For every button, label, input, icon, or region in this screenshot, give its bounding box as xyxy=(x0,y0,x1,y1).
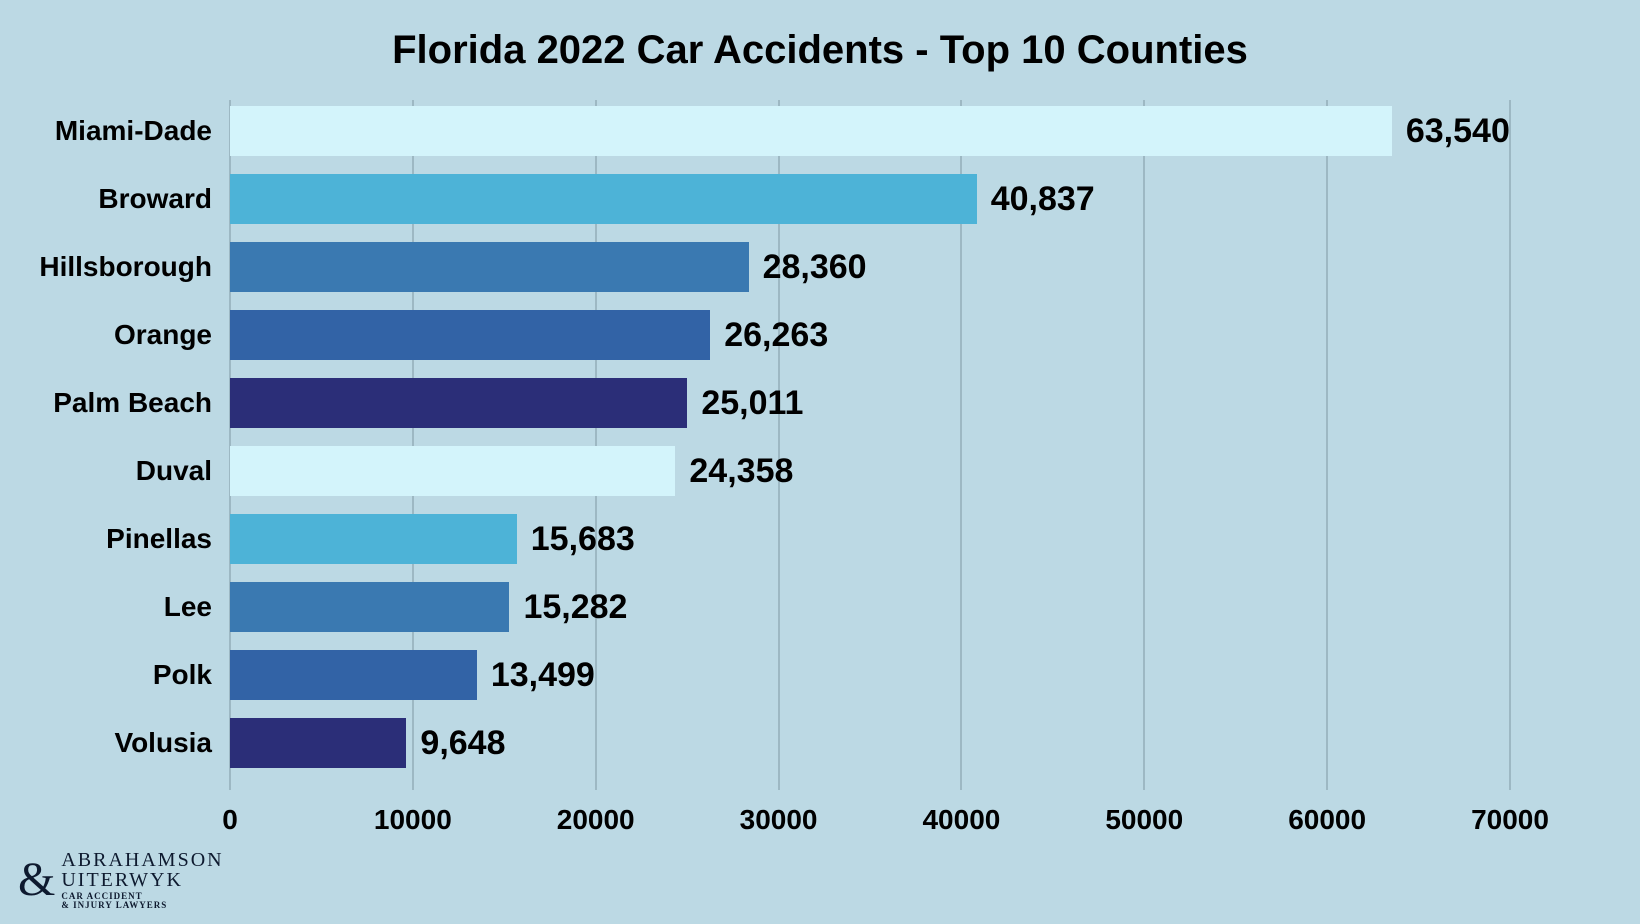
gridline xyxy=(1509,100,1511,790)
logo-line2: UITERWYK xyxy=(61,870,223,890)
x-tick-label: 20000 xyxy=(557,804,635,836)
value-label: 26,263 xyxy=(724,316,828,355)
logo-line1: ABRAHAMSON xyxy=(61,850,223,870)
category-label: Miami-Dade xyxy=(55,115,212,147)
x-tick-label: 50000 xyxy=(1105,804,1183,836)
value-label: 63,540 xyxy=(1406,112,1510,151)
category-label: Pinellas xyxy=(106,523,212,555)
category-label: Orange xyxy=(114,319,212,351)
bar xyxy=(230,242,749,292)
category-label: Broward xyxy=(98,183,212,215)
x-tick-label: 40000 xyxy=(922,804,1000,836)
x-tick-label: 0 xyxy=(222,804,238,836)
gridline xyxy=(1143,100,1145,790)
bar xyxy=(230,446,675,496)
value-label: 25,011 xyxy=(701,384,803,423)
value-label: 15,683 xyxy=(531,520,635,559)
value-label: 28,360 xyxy=(763,248,867,287)
bar xyxy=(230,310,710,360)
gridline xyxy=(1326,100,1328,790)
bar xyxy=(230,514,517,564)
x-tick-label: 60000 xyxy=(1288,804,1366,836)
x-tick-label: 10000 xyxy=(374,804,452,836)
bar xyxy=(230,582,509,632)
category-label: Volusia xyxy=(114,727,212,759)
category-label: Lee xyxy=(164,591,212,623)
value-label: 24,358 xyxy=(689,452,793,491)
category-label: Hillsborough xyxy=(39,251,212,283)
chart-area: 010000200003000040000500006000070000Miam… xyxy=(230,100,1510,790)
value-label: 15,282 xyxy=(523,588,627,627)
value-label: 40,837 xyxy=(991,180,1095,219)
x-tick-label: 30000 xyxy=(740,804,818,836)
value-label: 9,648 xyxy=(420,724,505,763)
chart-title: Florida 2022 Car Accidents - Top 10 Coun… xyxy=(0,0,1640,73)
logo-ampersand: & xyxy=(18,856,55,904)
category-label: Duval xyxy=(136,455,212,487)
bar xyxy=(230,718,406,768)
x-tick-label: 70000 xyxy=(1471,804,1549,836)
brand-logo: & ABRAHAMSON UITERWYK CAR ACCIDENT & INJ… xyxy=(18,850,224,910)
plot-area: 010000200003000040000500006000070000Miam… xyxy=(230,100,1510,790)
bar xyxy=(230,650,477,700)
category-label: Palm Beach xyxy=(53,387,212,419)
value-label: 13,499 xyxy=(491,656,595,695)
logo-line4: & INJURY LAWYERS xyxy=(61,901,223,910)
bar xyxy=(230,378,687,428)
category-label: Polk xyxy=(153,659,212,691)
bar xyxy=(230,174,977,224)
bar xyxy=(230,106,1392,156)
